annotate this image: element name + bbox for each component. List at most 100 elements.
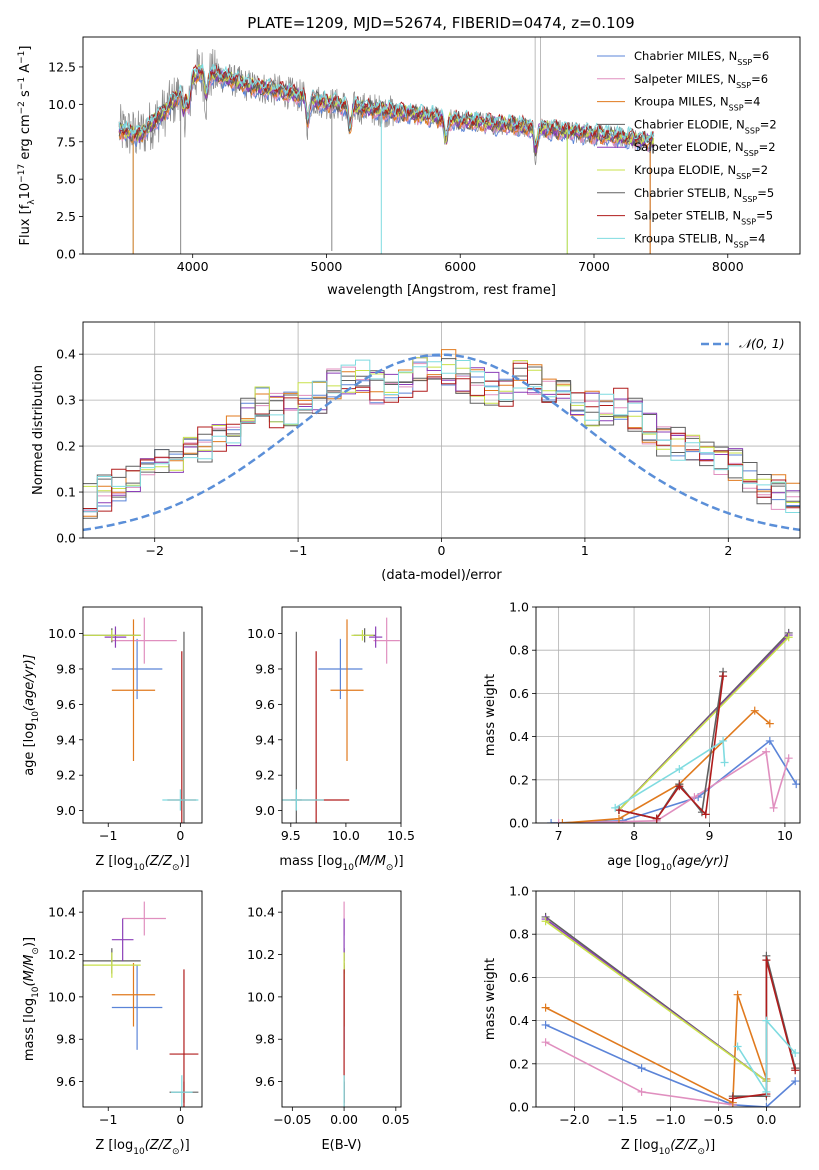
- figure-title: PLATE=1209, MJD=52674, FIBERID=0474, z=0…: [247, 14, 634, 32]
- series-chabrier-miles: [547, 736, 800, 823]
- spectrum-plot-area: [118, 37, 655, 254]
- series-marker: [750, 706, 759, 715]
- series-marker: [728, 1094, 737, 1103]
- x-tick-label: −0.05: [273, 1112, 311, 1127]
- x-tick-label: −1: [289, 543, 307, 558]
- label-part: erg cm: [18, 114, 33, 163]
- label-part: 10: [343, 863, 355, 873]
- label-part: (M/M: [354, 854, 386, 869]
- series-marker: [547, 819, 556, 823]
- series-kroupa-stelib: [733, 1016, 800, 1096]
- y-tick-label: 9.6: [56, 697, 76, 712]
- series-line: [558, 750, 790, 823]
- errorbar-point-salpeter-stelib: [169, 969, 199, 1107]
- label-part: 10: [659, 1147, 671, 1157]
- series-marker: [733, 1042, 742, 1051]
- legend-label: Salpeter MILES, N: [634, 72, 736, 86]
- legend-count: =4: [749, 231, 766, 245]
- errorbar-point-kroupa-elodie: [83, 630, 141, 641]
- y-tick-label: 9.0: [255, 803, 275, 818]
- x-tick-label: 9: [706, 828, 714, 843]
- y-tick-label: 9.8: [56, 1032, 76, 1047]
- legend-sub: SSP: [736, 80, 751, 89]
- y-tick-label: 7.5: [56, 134, 76, 149]
- legend-label: Salpeter STELIB, N: [634, 209, 741, 223]
- label-part: λ: [27, 199, 37, 205]
- legend-sub: SSP: [741, 217, 756, 226]
- series-marker: [769, 803, 778, 812]
- y-tick-label: 10.2: [247, 947, 275, 962]
- y-tick-label: 0.4: [509, 729, 529, 744]
- legend-entry: Salpeter ELODIE, NSSP=2: [634, 140, 776, 158]
- series-marker: [791, 1077, 800, 1086]
- errorbar-point-salpeter-elodie: [104, 626, 127, 648]
- y-tick-label: 0.0: [56, 531, 76, 546]
- x-axis-label: E(B-V): [321, 1138, 361, 1153]
- label-part: (Z/Z: [145, 1138, 173, 1153]
- legend-label: Kroupa MILES, N: [634, 95, 729, 109]
- errorbar-point-chabrier-miles: [111, 965, 163, 1050]
- errorbar-point-salpeter-elodie: [111, 918, 134, 961]
- series-marker: [762, 1087, 771, 1096]
- y-tick-label: 9.8: [255, 1032, 275, 1047]
- errorbar-point-kroupa-miles: [111, 619, 156, 762]
- series-salpeter-miles: [541, 1038, 737, 1107]
- series-kroupa-elodie: [541, 917, 771, 1086]
- label-part: Flux [f: [18, 204, 33, 245]
- errorbar-point-salpeter-elodie: [369, 626, 383, 648]
- x-tick-label: 0.00: [330, 1112, 358, 1127]
- label-part: )]: [22, 937, 37, 947]
- legend-count: =5: [757, 186, 774, 200]
- y-tick-label: 9.4: [56, 732, 76, 747]
- series-marker: [784, 633, 793, 642]
- label-part: −1: [17, 77, 27, 90]
- label-part: −1: [17, 51, 27, 64]
- x-tick-label: 10.5: [387, 828, 415, 843]
- series-marker: [690, 793, 699, 802]
- mass_weight_vs_age-plot-area: [536, 607, 800, 823]
- label-part: mass [log: [279, 854, 342, 869]
- errorbar-point-chabrier-miles: [111, 638, 163, 700]
- axes-frame: [535, 606, 801, 824]
- errorbar-point-salpeter-miles: [122, 901, 166, 936]
- errorbar-point-salpeter-miles: [111, 617, 177, 664]
- y-tick-label: 10.0: [48, 626, 76, 641]
- legend-sub: SSP: [737, 58, 752, 67]
- series-marker: [554, 819, 563, 823]
- series-marker: [719, 672, 728, 681]
- label-part: age [log: [607, 854, 660, 869]
- legend-count: =6: [751, 72, 768, 86]
- y-tick-label: 9.6: [255, 1074, 275, 1089]
- legend-entry: Chabrier ELODIE, NSSP=2: [634, 117, 777, 135]
- series-marker: [637, 1064, 646, 1073]
- axes-frame: [82, 321, 801, 539]
- label-part: −17: [17, 164, 27, 183]
- label-part: 10: [133, 863, 145, 873]
- y-tick-label: 12.5: [48, 59, 76, 74]
- svg-text:Z [log10(Z/Z⊙)]: Z [log10(Z/Z⊙)]: [621, 1138, 715, 1157]
- y-tick-label: 10.2: [48, 947, 76, 962]
- legend-entry: Kroupa STELIB, NSSP=4: [634, 231, 765, 249]
- y-tick-label: 9.2: [255, 768, 275, 783]
- y-tick-label: 9.2: [56, 768, 76, 783]
- label-part: mass [log: [22, 998, 37, 1061]
- legend-entry: Salpeter MILES, NSSP=6: [634, 72, 768, 90]
- x-tick-label: 8: [630, 828, 638, 843]
- label-part: s: [18, 90, 33, 101]
- label-part: age [log: [22, 723, 37, 776]
- axes-frame: [281, 606, 402, 824]
- series-marker: [784, 754, 793, 763]
- svg-text:mass [log10(M/M⊙)]: mass [log10(M/M⊙)]: [22, 937, 41, 1061]
- errorbar-point-kroupa-stelib: [282, 789, 324, 811]
- series-line: [732, 955, 796, 1097]
- series-marker: [765, 719, 774, 728]
- legend-label: Chabrier MILES, N: [634, 49, 737, 63]
- y-tick-label: 0.8: [509, 927, 529, 942]
- series-line: [545, 994, 768, 1104]
- series-line: [618, 636, 790, 811]
- age_vs_mass-plot-area: [282, 617, 400, 823]
- series-marker: [762, 747, 771, 756]
- label-part: ⊙: [172, 863, 180, 873]
- axes-frame: [82, 36, 801, 255]
